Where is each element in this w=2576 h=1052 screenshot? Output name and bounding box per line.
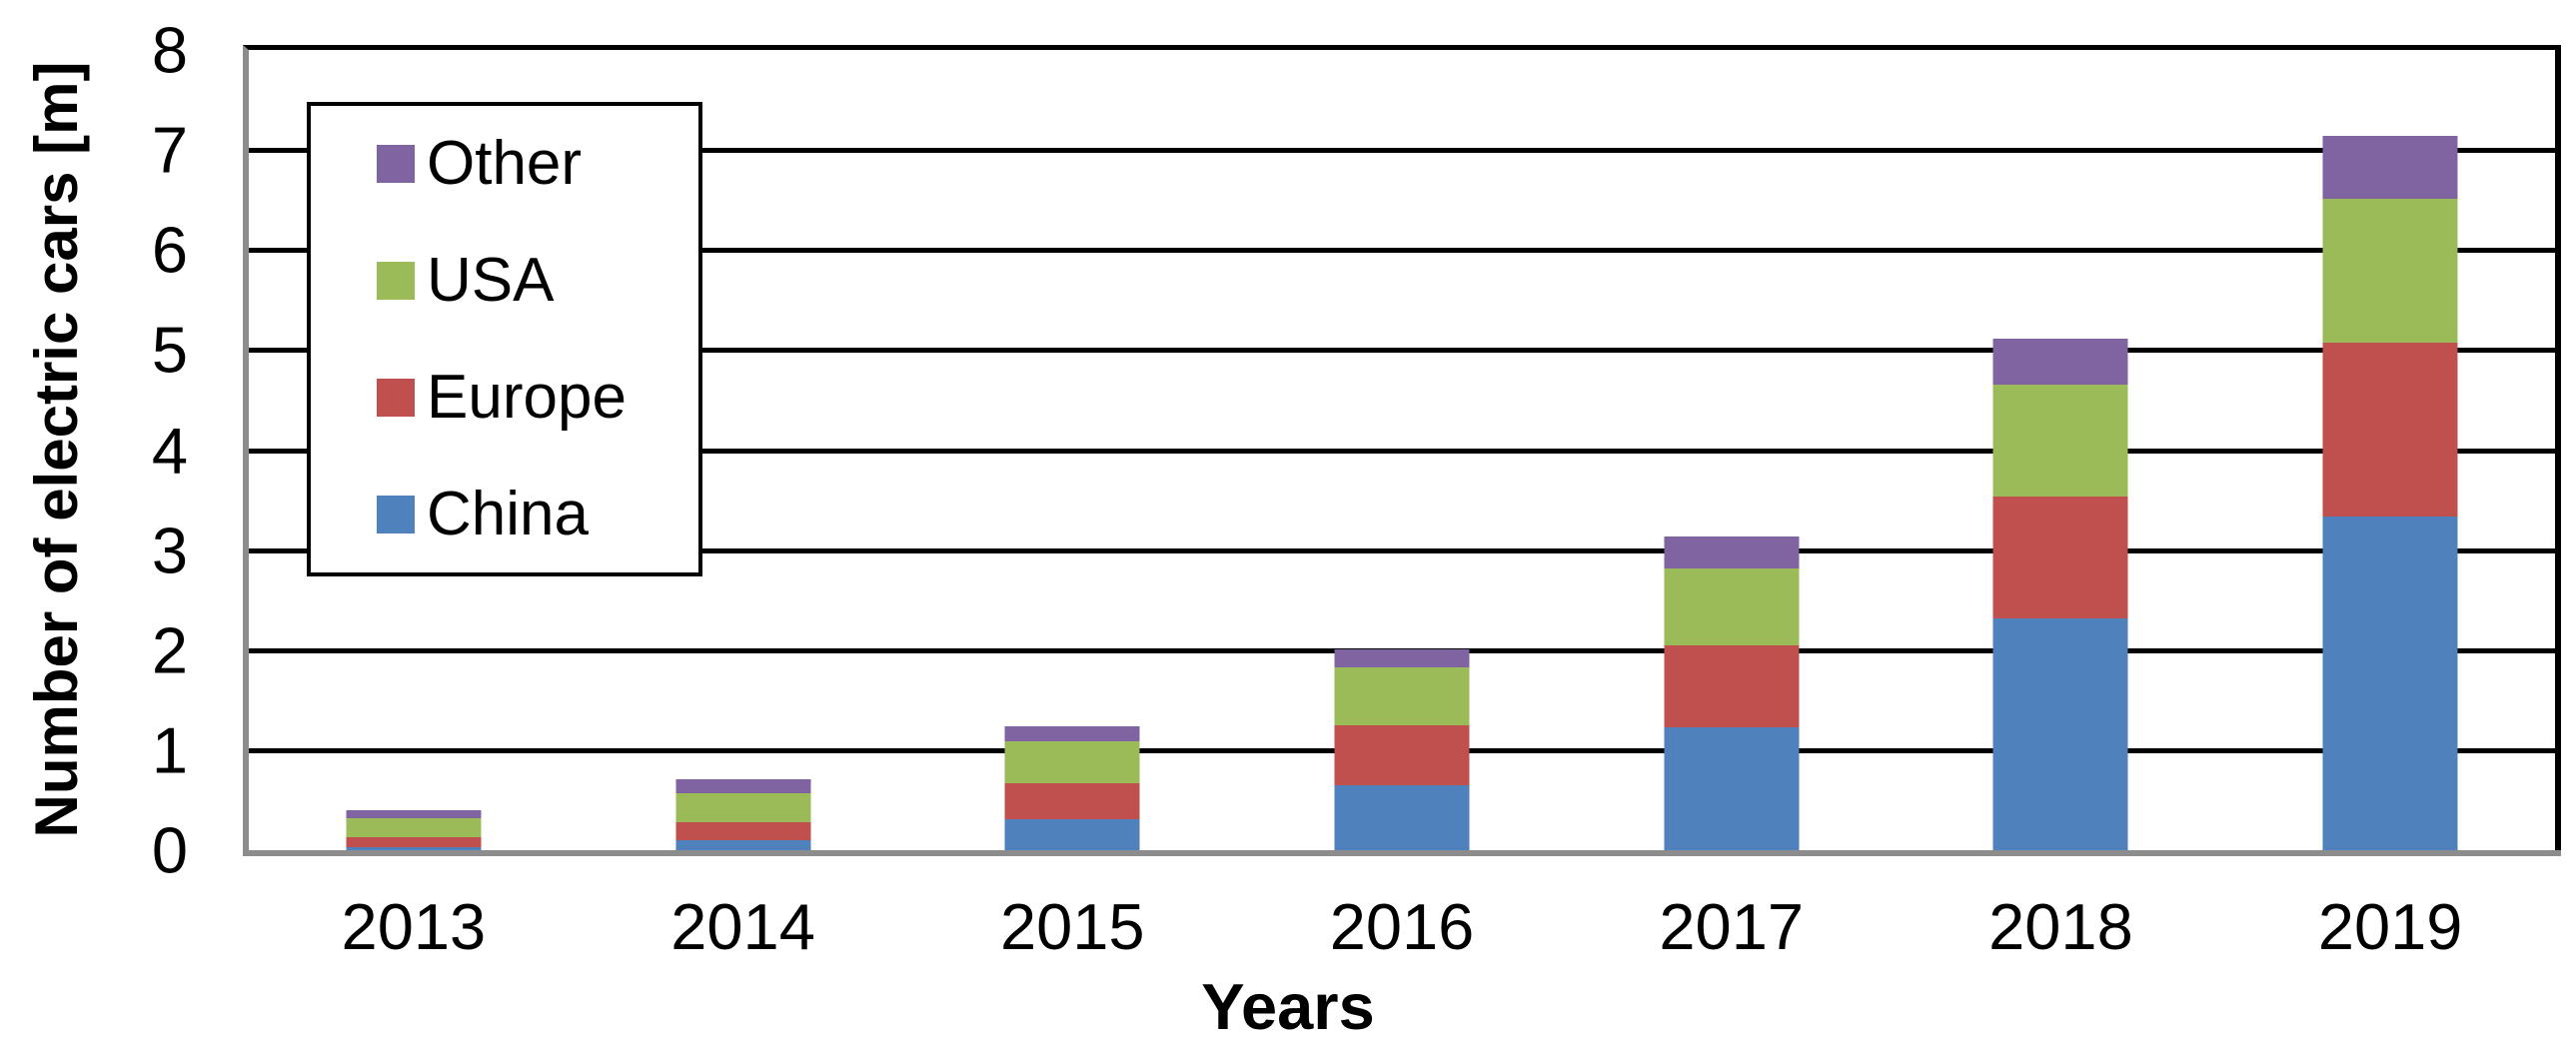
bar-segment-china (1334, 784, 1470, 850)
legend-label: Other (427, 129, 583, 199)
bar-segment-other (1334, 648, 1470, 667)
bar-segment-china (1992, 617, 2128, 850)
bar-2017 (1664, 50, 1800, 850)
bar-2019 (2322, 50, 2458, 850)
y-tick-label: 7 (151, 113, 188, 187)
legend-label: Europe (427, 362, 627, 432)
legend-swatch-icon (377, 495, 415, 533)
bar-2014 (675, 50, 811, 850)
bar-segment-other (2322, 136, 2458, 200)
x-axis-tick-labels: 2013 2014 2015 2016 2017 2018 2019 (249, 894, 2555, 964)
bar-2016 (1334, 50, 1470, 850)
bar-segment-usa (1992, 385, 2128, 497)
bar-segment-europe (1992, 496, 2128, 618)
legend-item-europe: Europe (377, 362, 698, 432)
bar-segment-other (346, 809, 482, 818)
y-tick-label: 1 (151, 713, 188, 787)
x-tick-label: 2019 (2317, 890, 2463, 963)
bar-segment-europe (2322, 343, 2458, 517)
bar-segment-europe (346, 837, 482, 847)
y-tick-label: 3 (151, 514, 188, 587)
x-tick-label: 2014 (670, 890, 815, 963)
bar-segment-other (1004, 725, 1140, 741)
bar-segment-usa (1664, 567, 1800, 645)
x-tick-label: 2013 (341, 890, 487, 963)
legend-swatch-icon (377, 262, 415, 301)
x-tick-label: 2015 (999, 890, 1145, 963)
bar-segment-china (346, 847, 482, 850)
bar-segment-usa (1004, 740, 1140, 783)
bar-segment-europe (1334, 724, 1470, 785)
legend-item-usa: USA (377, 250, 698, 312)
bar-segment-usa (675, 792, 811, 822)
bar-2015 (1004, 50, 1140, 850)
bar-segment-europe (675, 821, 811, 840)
bar-segment-china (2322, 516, 2458, 850)
bar-segment-china (1664, 726, 1800, 850)
legend-swatch-icon (377, 378, 415, 417)
legend: Other USA Europe China (307, 102, 702, 576)
bar-segment-europe (1004, 782, 1140, 819)
x-tick-label: 2016 (1329, 890, 1475, 963)
bar-segment-usa (1334, 666, 1470, 725)
y-tick-label: 5 (151, 313, 188, 387)
x-axis-title: Years (1201, 970, 1375, 1043)
gridline (249, 448, 2555, 454)
x-axis-line (243, 850, 2561, 856)
bar-2013 (346, 50, 482, 850)
bar-segment-usa (2322, 199, 2458, 344)
bar-segment-other (1664, 535, 1800, 568)
x-tick-label: 2017 (1659, 890, 1805, 963)
legend-swatch-icon (377, 145, 415, 184)
gridline (249, 248, 2555, 254)
gridline (249, 348, 2555, 354)
legend-item-china: China (377, 479, 698, 548)
legend-label: China (427, 479, 589, 548)
y-tick-label: 4 (151, 414, 188, 487)
gridline (249, 547, 2555, 553)
gridline (249, 148, 2555, 154)
bar-segment-china (1004, 818, 1140, 850)
legend-item-other: Other (377, 133, 698, 195)
y-tick-label: 0 (151, 813, 188, 887)
bar-segment-other (1992, 339, 2128, 386)
bar-segment-usa (346, 817, 482, 837)
bar-2018 (1992, 50, 2128, 850)
x-tick-label: 2018 (1988, 890, 2133, 963)
y-tick-label: 2 (151, 613, 188, 687)
bar-segment-china (675, 840, 811, 850)
y-tick-label: 8 (151, 13, 188, 87)
legend-label: USA (427, 246, 555, 316)
bar-segment-other (675, 778, 811, 793)
bar-segment-europe (1664, 644, 1800, 727)
y-tick-label: 6 (151, 213, 188, 287)
